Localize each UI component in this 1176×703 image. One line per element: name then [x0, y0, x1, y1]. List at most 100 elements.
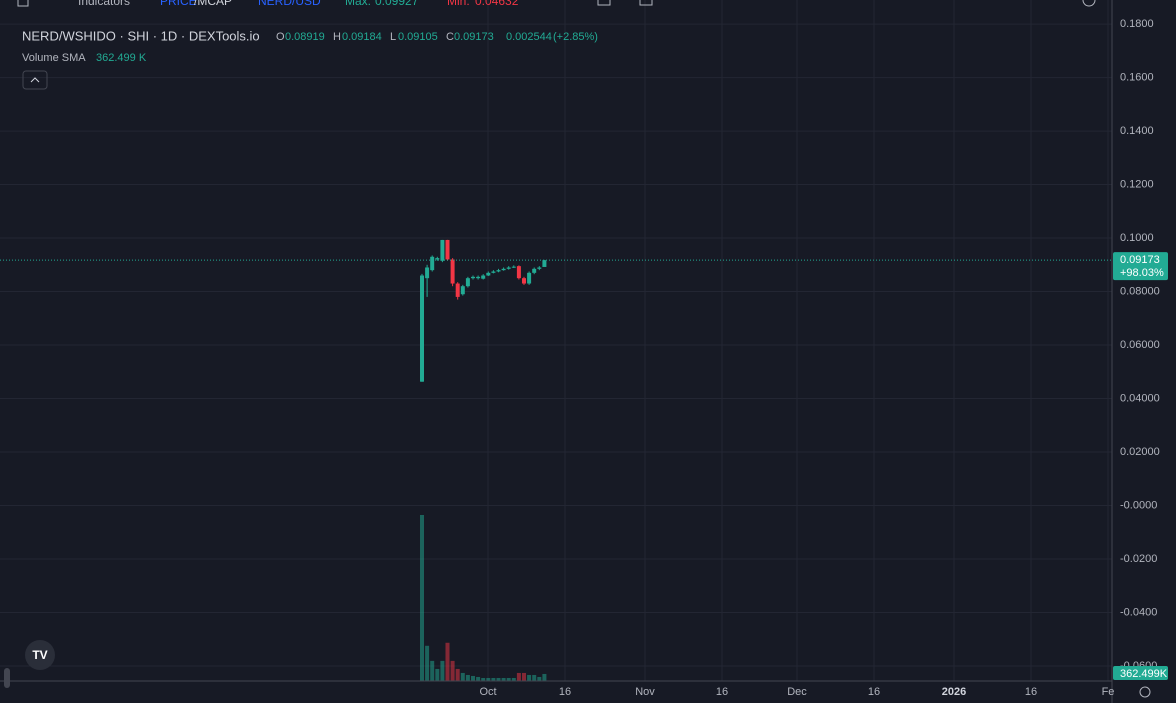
- y-tick-label: 0.1400: [1120, 125, 1154, 137]
- tv-logo[interactable]: [25, 640, 55, 670]
- x-tick-label: 16: [716, 686, 728, 698]
- volume-sma-value: 362.499 K: [96, 52, 147, 64]
- candle-body: [486, 272, 491, 276]
- volume-bar: [516, 672, 521, 681]
- close-value: 0.09173: [454, 31, 494, 43]
- y-tick-label: 0.1600: [1120, 71, 1154, 83]
- y-tick-label: -0.0000: [1120, 499, 1157, 511]
- low-value: 0.09105: [398, 31, 438, 43]
- candle-body: [465, 278, 470, 287]
- chart-type-icon[interactable]: [17, 0, 29, 7]
- y-tick-label: -0.0400: [1120, 606, 1157, 618]
- pair-toggle[interactable]: NERD/USD: [258, 0, 321, 8]
- x-tick-label: 2026: [942, 686, 966, 698]
- volume-bar: [481, 677, 486, 681]
- volume-bar: [506, 677, 511, 681]
- change-percent: (+2.85%): [553, 31, 598, 43]
- volume-sma-label: Volume SMA: [22, 52, 86, 64]
- candle-body: [425, 267, 430, 279]
- search-icon[interactable]: [1082, 0, 1096, 7]
- y-tick-label: 0.06000: [1120, 339, 1160, 351]
- candle-body: [537, 267, 542, 269]
- indicators-button[interactable]: Indicators: [78, 0, 130, 8]
- x-tick-label: Oct: [479, 686, 496, 698]
- volume-bar: [435, 668, 440, 681]
- volume-box: [1113, 666, 1168, 680]
- symbol: NERD/WSHIDO · SHI · 1D · DEXTools.io: [22, 28, 260, 43]
- candle-body: [460, 286, 465, 295]
- volume-bar: [527, 674, 532, 681]
- y-tick-label: 0.04000: [1120, 392, 1160, 404]
- candle-body: [501, 268, 506, 271]
- layout-icon[interactable]: [597, 0, 611, 6]
- min-value: 0.04632: [475, 0, 519, 8]
- volume-bar: [455, 668, 460, 681]
- candle-body: [542, 260, 547, 267]
- tv-logo-mark: TV: [32, 648, 47, 662]
- legend: NERD/WSHIDO · SHI · 1D · DEXTools.io O 0…: [22, 28, 598, 90]
- volume-bar: [471, 675, 475, 681]
- candle-body: [522, 278, 526, 284]
- snapshot-icon[interactable]: [639, 0, 653, 6]
- scrollbar[interactable]: [4, 668, 10, 688]
- collapse-icon: [30, 77, 40, 83]
- candle-body: [471, 276, 475, 279]
- x-tick-label: Dec: [787, 686, 807, 698]
- candle-body: [450, 259, 455, 284]
- y-tick-label: 0.08000: [1120, 285, 1160, 297]
- min-label: Min:: [447, 0, 470, 8]
- volume-bar: [486, 677, 491, 681]
- settings-icon[interactable]: [1139, 686, 1151, 698]
- candle-body: [435, 258, 440, 260]
- volume-bar: [542, 673, 547, 681]
- last-price-label: 0.09173: [1120, 254, 1160, 266]
- candle-body: [532, 268, 537, 273]
- candle-body: [476, 276, 481, 279]
- low-label: L: [390, 31, 396, 43]
- candle-body: [420, 275, 424, 382]
- x-tick-label: 16: [868, 686, 880, 698]
- volume-bar: [532, 674, 537, 681]
- volume-bar: [511, 677, 516, 681]
- high-value: 0.09184: [342, 31, 382, 43]
- grid: [0, 0, 1112, 681]
- mcap-toggle[interactable]: /MCAP: [194, 0, 232, 8]
- candle-body: [455, 283, 460, 297]
- y-tick-label: 0.1000: [1120, 232, 1154, 244]
- high-label: H: [333, 31, 341, 43]
- volume-bar: [450, 660, 455, 681]
- open-label: O: [276, 31, 285, 43]
- volume-bar: [440, 660, 445, 681]
- volume-bar: [496, 677, 501, 681]
- volume-box-label: 362.499K: [1120, 668, 1168, 680]
- volume-bar: [491, 677, 496, 681]
- volume-bar: [465, 674, 470, 681]
- candle-body: [511, 266, 516, 268]
- volume-bar: [501, 677, 506, 681]
- candle-body: [440, 239, 445, 261]
- max-label: Max:: [345, 0, 371, 8]
- candle-body: [506, 267, 511, 269]
- candle-body: [481, 275, 486, 279]
- y-tick-label: 0.02000: [1120, 446, 1160, 458]
- candle-body: [527, 272, 532, 284]
- volume-bar: [420, 515, 424, 681]
- candle-body: [491, 271, 496, 273]
- collapse-button[interactable]: [22, 70, 48, 90]
- x-tick-label: Nov: [635, 686, 655, 698]
- candle-body: [516, 266, 521, 279]
- close-label: C: [446, 31, 454, 43]
- candle-body: [496, 270, 501, 272]
- candle-body: [445, 239, 450, 260]
- volume-bar: [445, 642, 450, 681]
- volume-bar: [537, 676, 542, 681]
- price-toggle[interactable]: PRICE: [160, 0, 197, 8]
- last-price-box: [1113, 252, 1168, 281]
- toolbar: Indicators PRICE /MCAP NERD/USD Max: 0.0…: [17, 0, 1096, 8]
- y-tick-label: 0.1800: [1120, 18, 1154, 30]
- candle-body: [430, 256, 435, 271]
- volume-bar: [430, 660, 435, 681]
- x-tick-label: Fe: [1102, 686, 1115, 698]
